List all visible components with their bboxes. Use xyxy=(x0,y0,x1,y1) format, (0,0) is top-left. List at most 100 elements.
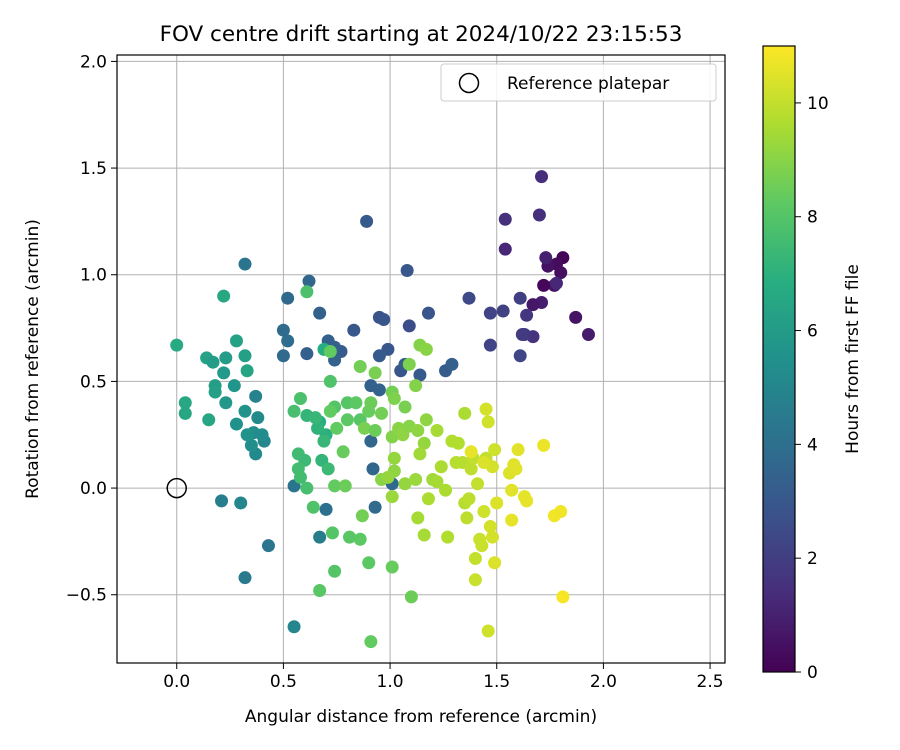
data-point xyxy=(323,345,337,359)
data-point xyxy=(362,556,376,570)
reference-marker-layer xyxy=(166,477,187,499)
data-point xyxy=(261,539,275,553)
data-point xyxy=(488,443,502,457)
data-point xyxy=(340,413,354,427)
data-point xyxy=(439,483,453,497)
data-point xyxy=(255,428,269,442)
data-point xyxy=(385,560,399,574)
data-point xyxy=(328,479,342,493)
data-point xyxy=(387,391,401,405)
data-point xyxy=(451,436,465,450)
data-point xyxy=(368,366,382,380)
data-point xyxy=(479,402,493,416)
data-point xyxy=(323,374,337,388)
x-tick-label: 2.5 xyxy=(697,672,724,692)
data-point xyxy=(404,590,418,604)
data-point xyxy=(217,366,231,380)
data-point xyxy=(402,319,416,333)
data-point xyxy=(441,530,455,544)
data-point xyxy=(520,308,534,322)
data-point xyxy=(411,511,425,525)
data-point xyxy=(537,278,551,292)
data-point xyxy=(464,462,478,476)
data-point xyxy=(328,564,342,578)
data-point xyxy=(475,539,489,553)
y-axis-label: Rotation from reference (arcmin) xyxy=(23,219,43,499)
data-point xyxy=(287,404,301,418)
data-point xyxy=(400,263,414,277)
colorbar-ticks: 0 2 4 6 8 10 xyxy=(795,94,829,683)
data-point xyxy=(319,502,333,516)
data-point xyxy=(505,513,519,527)
colorbar-gradient xyxy=(762,45,796,673)
data-point xyxy=(317,434,331,448)
data-point xyxy=(238,257,252,271)
legend-box xyxy=(440,63,717,102)
data-point xyxy=(368,423,382,437)
data-point xyxy=(347,323,361,337)
data-point xyxy=(313,306,327,320)
data-point xyxy=(178,396,192,410)
data-point xyxy=(398,477,412,491)
data-point xyxy=(357,421,371,435)
data-point xyxy=(488,556,502,570)
data-point xyxy=(485,530,499,544)
data-point xyxy=(330,421,344,435)
data-point xyxy=(244,438,258,452)
data-point xyxy=(515,327,529,341)
data-point xyxy=(417,528,431,542)
data-point xyxy=(513,349,527,363)
x-tick-label: 0.5 xyxy=(270,672,297,692)
data-point xyxy=(413,447,427,461)
colorbar-tick-label: 0 xyxy=(807,663,818,683)
data-point xyxy=(300,481,314,495)
data-point xyxy=(537,438,551,452)
data-point xyxy=(325,526,339,540)
data-point xyxy=(238,571,252,585)
data-point xyxy=(434,460,448,474)
data-point xyxy=(355,509,369,523)
data-point xyxy=(477,455,491,469)
data-point xyxy=(526,298,540,312)
data-point xyxy=(293,470,307,484)
data-point xyxy=(206,355,220,369)
data-point xyxy=(483,306,497,320)
data-point xyxy=(490,496,504,510)
data-point xyxy=(471,477,485,491)
data-point xyxy=(409,473,423,487)
data-point xyxy=(349,396,363,410)
x-tick-label: 1.5 xyxy=(483,672,510,692)
data-point xyxy=(306,500,320,514)
data-point xyxy=(234,496,248,510)
data-point xyxy=(336,445,350,459)
data-point xyxy=(421,492,435,506)
data-point xyxy=(219,396,233,410)
data-point xyxy=(481,415,495,429)
data-points xyxy=(170,170,595,649)
data-point xyxy=(343,530,357,544)
data-point xyxy=(460,511,474,525)
data-point xyxy=(323,404,337,418)
data-point xyxy=(468,551,482,565)
data-point xyxy=(549,276,563,290)
colorbar-tick-label: 8 xyxy=(807,208,818,228)
data-point xyxy=(227,379,241,393)
data-point xyxy=(445,357,459,371)
data-point xyxy=(483,338,497,352)
data-point xyxy=(554,505,568,519)
data-point xyxy=(229,334,243,348)
data-point xyxy=(208,385,222,399)
data-point xyxy=(313,583,327,597)
legend-marker xyxy=(458,72,480,94)
y-tick-label: 2.0 xyxy=(80,52,107,72)
data-point xyxy=(313,530,327,544)
data-point xyxy=(417,436,431,450)
legend-entry-label: Reference platepar xyxy=(507,74,669,94)
data-point xyxy=(353,532,367,546)
data-point xyxy=(170,338,184,352)
data-point xyxy=(430,423,444,437)
data-point xyxy=(468,573,482,587)
data-point xyxy=(532,208,546,222)
data-point xyxy=(477,505,491,519)
